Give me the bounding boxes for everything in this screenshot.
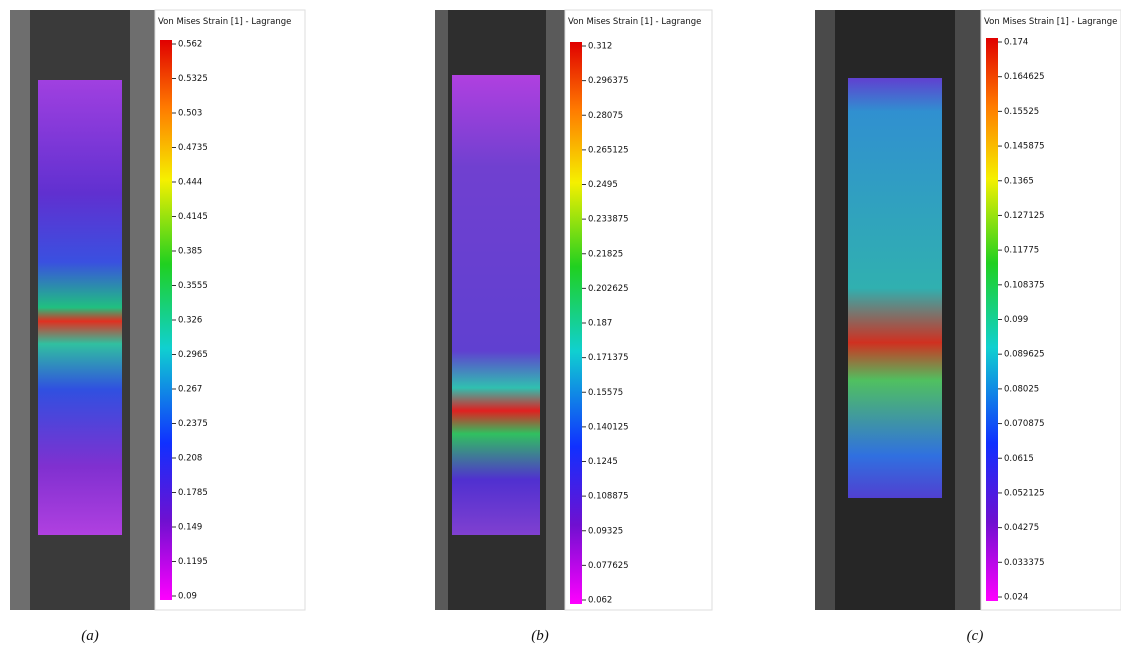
legend-title: Von Mises Strain [1] - Lagrange [568, 17, 701, 27]
tick-label: 0.09325 [588, 526, 623, 536]
tick-label: 0.233875 [588, 215, 629, 225]
tick-label: 0.3555 [178, 281, 208, 291]
tick-label: 0.1365 [1004, 176, 1034, 186]
photo-c [815, 10, 982, 610]
tick-label: 0.296375 [588, 76, 629, 86]
tick-label: 0.062 [588, 596, 612, 606]
tick-label: 0.077625 [588, 561, 629, 571]
tick-label: 0.4145 [178, 212, 208, 222]
tick-label: 0.145875 [1004, 142, 1045, 152]
tick-label: 0.140125 [588, 422, 629, 432]
tick-label: 0.108375 [1004, 280, 1045, 290]
tick-label: 0.1785 [178, 488, 208, 498]
tick-label: 0.09 [178, 592, 197, 602]
caption: (b) [531, 628, 549, 644]
tick-label: 0.202625 [588, 284, 629, 294]
legend-box [981, 10, 1121, 610]
tick-label: 0.099 [1004, 315, 1028, 325]
tick-label: 0.2965 [178, 350, 208, 360]
tick-label: 0.444 [178, 178, 202, 188]
tick-label: 0.08025 [1004, 384, 1039, 394]
tick-label: 0.164625 [1004, 72, 1045, 82]
tick-label: 0.089625 [1004, 350, 1045, 360]
tick-label: 0.326 [178, 316, 202, 326]
photo-a [10, 10, 155, 610]
tick-label: 0.267 [178, 385, 202, 395]
photo-b [435, 10, 565, 610]
caption: (a) [81, 628, 99, 644]
tick-label: 0.052125 [1004, 488, 1045, 498]
color-bar [160, 40, 172, 600]
tick-label: 0.187 [588, 319, 612, 329]
color-bar [570, 42, 582, 604]
legend-title: Von Mises Strain [1] - Lagrange [158, 17, 291, 27]
tick-label: 0.15575 [588, 388, 623, 398]
tick-label: 0.024 [1004, 593, 1028, 603]
tick-label: 0.108875 [588, 492, 629, 502]
tick-label: 0.208 [178, 454, 202, 464]
tick-label: 0.562 [178, 40, 202, 50]
tick-label: 0.033375 [1004, 558, 1045, 568]
color-bar [986, 38, 998, 601]
legend-box [565, 10, 712, 610]
figure: Von Mises Strain [1] - Lagrange 0.562 0.53… [0, 0, 1121, 650]
tick-label: 0.385 [178, 247, 202, 257]
tick-label: 0.5325 [178, 74, 208, 84]
tick-label: 0.21825 [588, 249, 623, 259]
tick-label: 0.312 [588, 42, 612, 52]
tick-label: 0.15525 [1004, 107, 1039, 117]
tick-label: 0.4735 [178, 143, 208, 153]
tick-label: 0.0615 [1004, 454, 1034, 464]
tick-label: 0.149 [178, 523, 202, 533]
tick-label: 0.2375 [178, 419, 208, 429]
tick-label: 0.1195 [178, 557, 208, 567]
tick-label: 0.503 [178, 109, 202, 119]
legend-box [155, 10, 305, 610]
caption: (c) [967, 628, 984, 644]
tick-label: 0.11775 [1004, 246, 1039, 256]
tick-label: 0.070875 [1004, 419, 1045, 429]
tick-label: 0.04275 [1004, 523, 1039, 533]
tick-label: 0.28075 [588, 111, 623, 121]
legend-title: Von Mises Strain [1] - Lagrange [984, 17, 1117, 27]
tick-label: 0.265125 [588, 145, 629, 155]
tick-label: 0.2495 [588, 180, 618, 190]
tick-label: 0.1245 [588, 457, 618, 467]
tick-label: 0.127125 [1004, 211, 1045, 221]
tick-label: 0.171375 [588, 353, 629, 363]
tick-label: 0.174 [1004, 38, 1028, 48]
